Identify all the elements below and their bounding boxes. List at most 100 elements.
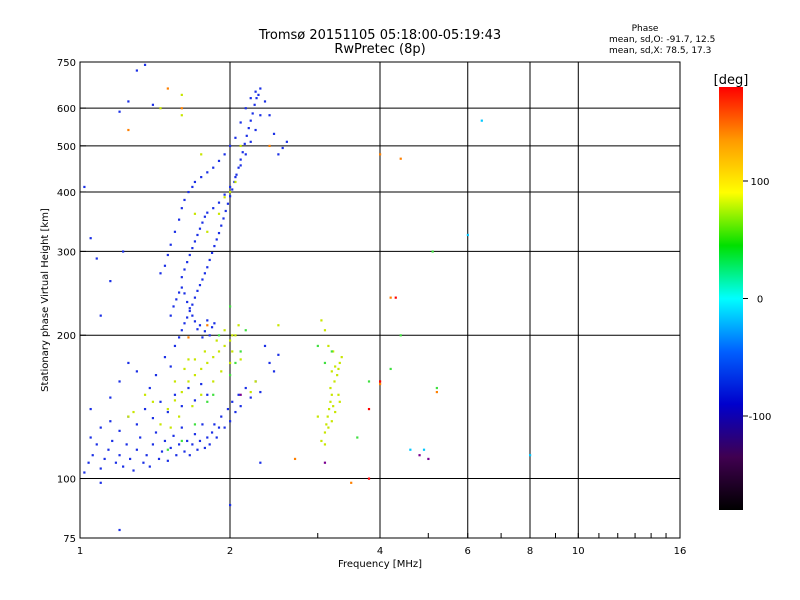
- data-point: [431, 250, 434, 253]
- data-point: [259, 87, 262, 90]
- data-point: [268, 114, 271, 117]
- data-point: [379, 153, 382, 156]
- data-point: [212, 207, 215, 210]
- data-point: [163, 356, 167, 359]
- data-point: [151, 443, 155, 446]
- data-point: [208, 334, 211, 337]
- data-point: [187, 336, 190, 339]
- data-point: [337, 393, 340, 396]
- data-point: [201, 221, 204, 224]
- data-point: [206, 171, 209, 174]
- y-tick-label: 100: [57, 475, 76, 486]
- data-point: [177, 443, 181, 446]
- data-point: [220, 224, 223, 227]
- data-point: [203, 272, 206, 275]
- data-point: [379, 380, 382, 383]
- data-point: [173, 399, 177, 402]
- data-point: [229, 305, 232, 308]
- data-point: [118, 454, 121, 457]
- data-point: [212, 380, 215, 383]
- data-point: [200, 393, 203, 396]
- data-point: [175, 298, 178, 301]
- data-point: [183, 367, 186, 371]
- data-point: [200, 367, 203, 371]
- data-point: [293, 457, 297, 461]
- data-point: [217, 231, 221, 235]
- data-point: [206, 319, 209, 322]
- data-point: [259, 114, 262, 117]
- data-point: [239, 121, 242, 124]
- data-point: [237, 166, 240, 169]
- data-point: [148, 386, 151, 390]
- data-point: [329, 386, 332, 390]
- data-point: [180, 390, 183, 394]
- data-point: [159, 272, 162, 275]
- data-point: [198, 439, 202, 443]
- colorbar-tick-label: 0: [757, 295, 763, 306]
- data-point: [180, 93, 183, 96]
- colorbar-ticks: 100 0 -100: [743, 177, 771, 423]
- data-point: [200, 175, 203, 179]
- data-point: [329, 400, 332, 403]
- data-point: [239, 144, 242, 148]
- data-point: [183, 198, 186, 202]
- data-point: [173, 344, 177, 348]
- data-point: [206, 436, 209, 439]
- data-point: [213, 244, 216, 248]
- data-point: [109, 420, 112, 423]
- data-point: [247, 127, 250, 130]
- data-point: [166, 410, 169, 414]
- data-point: [135, 423, 138, 426]
- data-point: [193, 433, 197, 436]
- data-point: [229, 374, 232, 377]
- data-point: [338, 361, 341, 365]
- data-point: [201, 423, 204, 426]
- data-point: [213, 423, 216, 426]
- data-point: [188, 454, 191, 457]
- data-point: [224, 209, 227, 213]
- data-point: [186, 439, 189, 443]
- data-point: [183, 322, 186, 325]
- data-point: [193, 358, 197, 361]
- data-point: [259, 461, 262, 464]
- data-point: [213, 322, 216, 325]
- data-point: [169, 446, 172, 450]
- data-point: [243, 142, 246, 145]
- data-point: [203, 446, 206, 450]
- data-point: [333, 380, 336, 383]
- data-point: [191, 443, 194, 446]
- data-point: [244, 153, 247, 156]
- data-point: [327, 407, 331, 411]
- phase-stats-o: mean, sd,O: -91.7, 12.5: [609, 35, 715, 45]
- data-point: [229, 195, 232, 198]
- data-point: [166, 87, 169, 90]
- data-point: [99, 314, 102, 317]
- data-point: [83, 471, 86, 474]
- data-point: [418, 454, 421, 457]
- data-point: [103, 457, 106, 461]
- data-point: [135, 69, 138, 72]
- data-point: [379, 382, 382, 386]
- data-point: [180, 329, 183, 332]
- chart-subtitle: RwPretec (8p): [334, 42, 425, 57]
- phase-stats-x: mean, sd,X: 78.5, 17.3: [609, 46, 711, 56]
- data-point: [210, 326, 214, 329]
- data-point: [316, 415, 319, 418]
- data-point: [277, 353, 280, 356]
- data-point: [263, 100, 267, 103]
- data-point: [187, 358, 190, 361]
- data-point: [157, 457, 161, 461]
- data-point: [169, 243, 172, 246]
- data-point: [191, 247, 194, 250]
- data-point: [229, 420, 232, 423]
- data-point: [198, 284, 202, 287]
- data-point: [239, 358, 242, 361]
- data-point: [191, 314, 194, 317]
- data-point: [196, 328, 199, 331]
- colorbar-tick-label: 100: [750, 177, 769, 188]
- y-axis: 75 100 200 300 400 500 600 750: [57, 58, 86, 545]
- data-point: [320, 319, 323, 322]
- data-point: [169, 426, 172, 429]
- data-point: [229, 190, 232, 194]
- data-point: [231, 334, 234, 337]
